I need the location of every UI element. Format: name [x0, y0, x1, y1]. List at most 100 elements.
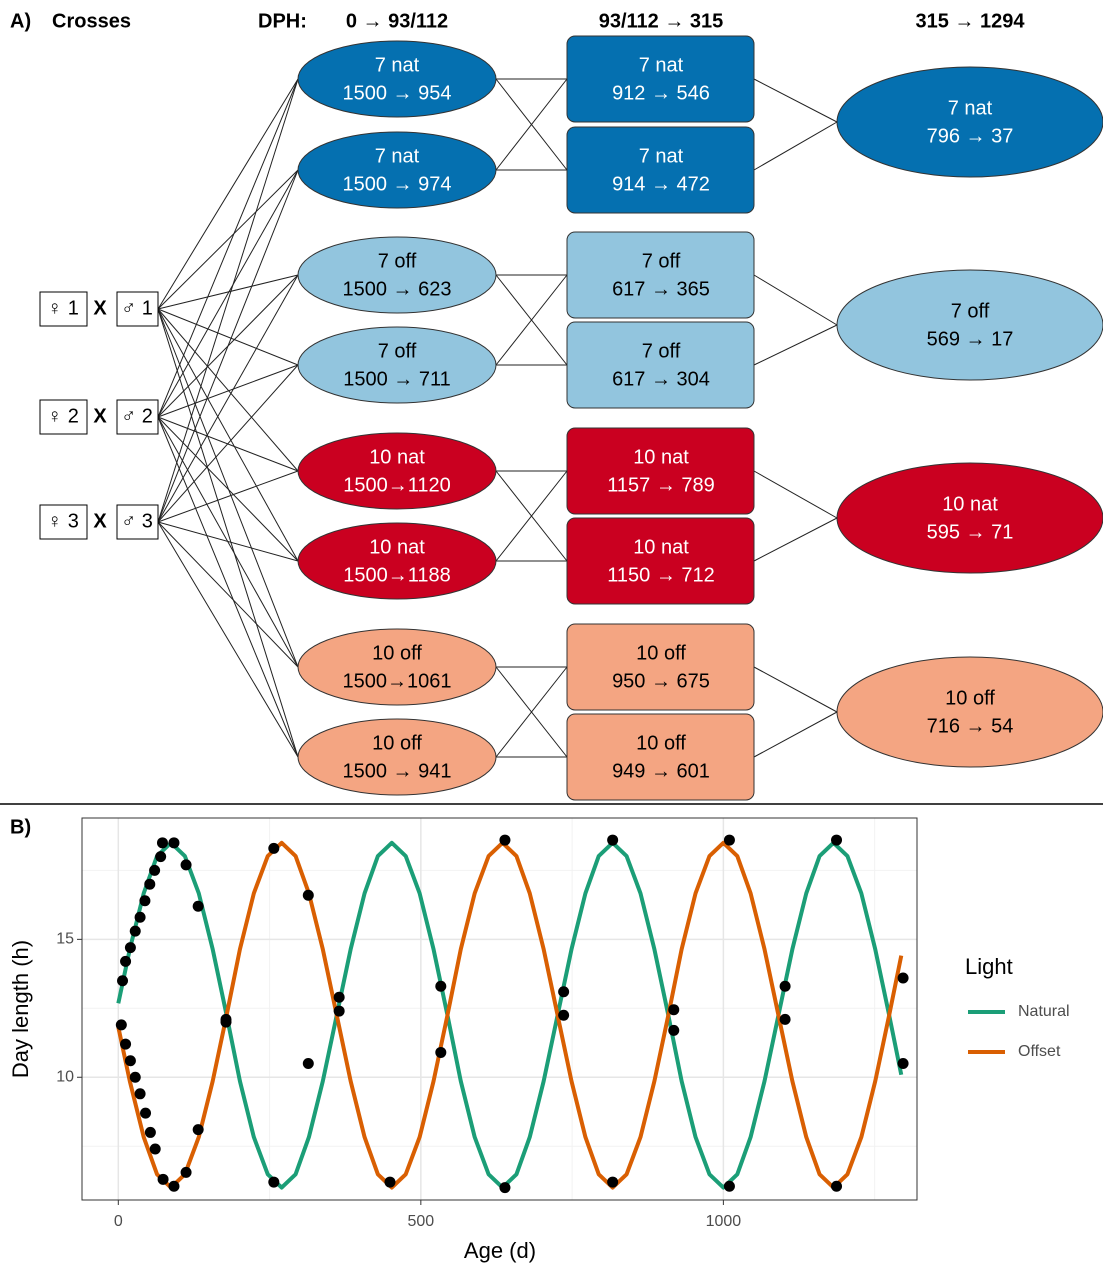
legend-label: Natural — [1018, 1003, 1070, 1020]
data-point — [180, 859, 192, 871]
cross-box — [116, 399, 159, 435]
data-point — [120, 955, 132, 967]
stage1-node — [297, 40, 497, 118]
data-point — [384, 1176, 396, 1188]
edge — [495, 470, 568, 562]
edge — [157, 78, 299, 418]
stage2-node — [566, 713, 755, 801]
edge — [753, 78, 838, 123]
data-point — [607, 1176, 619, 1188]
data-point — [155, 851, 167, 863]
data-point — [120, 1038, 132, 1050]
edge — [753, 470, 838, 519]
edge — [753, 517, 838, 562]
data-point — [723, 834, 735, 846]
female-label: ♀ 2 — [47, 405, 79, 427]
node-counts: 1157 → 789 — [607, 474, 715, 496]
data-point — [897, 972, 909, 984]
edge — [753, 121, 838, 171]
stage2-node — [566, 427, 755, 515]
node-label: 10 off — [945, 687, 995, 709]
node-label: 7 off — [378, 340, 417, 362]
node-label: 7 nat — [375, 145, 420, 167]
node-label: 10 nat — [633, 446, 689, 468]
data-point — [156, 837, 168, 849]
node-counts: 595 → 71 — [927, 521, 1014, 543]
stage1-node — [297, 718, 497, 796]
data-point — [831, 834, 843, 846]
data-point — [333, 1005, 345, 1017]
node-label: 7 nat — [639, 145, 684, 167]
data-point — [129, 925, 141, 937]
data-point — [435, 980, 447, 992]
edge — [157, 169, 299, 418]
data-point — [831, 1180, 843, 1192]
node-counts: 1500→1188 — [343, 564, 451, 586]
node-counts: 617 → 304 — [612, 368, 710, 390]
male-label: ♂ 3 — [121, 510, 153, 532]
data-point — [140, 1107, 152, 1119]
data-point — [668, 1024, 680, 1036]
crosses-header: Crosses — [52, 10, 131, 32]
plot-background — [82, 818, 917, 1200]
data-point — [144, 1126, 156, 1138]
cross-box — [39, 291, 88, 327]
cross-box — [39, 399, 88, 435]
stage3-node — [836, 656, 1103, 768]
plot-border — [81, 817, 918, 1201]
stage1-node — [297, 628, 497, 706]
x-tick-label: 1000 — [706, 1213, 742, 1230]
data-point — [333, 991, 345, 1003]
data-point — [157, 1173, 169, 1185]
data-point — [558, 986, 570, 998]
stage1-node — [297, 432, 497, 510]
cross-box — [39, 504, 88, 540]
stage1-node — [297, 236, 497, 314]
data-point — [499, 834, 511, 846]
node-counts: 1500→1120 — [343, 474, 451, 496]
data-point — [779, 1013, 791, 1025]
data-point — [124, 1055, 136, 1067]
data-point — [268, 1176, 280, 1188]
cross-symbol: X — [93, 405, 107, 427]
panel-label: B) — [10, 816, 31, 838]
stage2-node — [566, 623, 755, 711]
male-label: ♂ 2 — [121, 405, 153, 427]
data-point — [268, 842, 280, 854]
edge — [753, 274, 838, 326]
stage2-node — [566, 321, 755, 409]
data-point — [149, 1143, 161, 1155]
data-point — [134, 911, 146, 923]
edge — [753, 666, 838, 713]
stage1-node — [297, 326, 497, 404]
cross-box — [116, 291, 159, 327]
node-label: 7 off — [951, 300, 990, 322]
edge — [157, 78, 299, 310]
edge — [157, 274, 299, 310]
stage2-node — [566, 126, 755, 214]
data-point — [168, 837, 180, 849]
edge — [157, 169, 299, 310]
node-counts: 1150 → 712 — [607, 564, 715, 586]
cross-box — [116, 504, 159, 540]
male-label: ♂ 1 — [121, 297, 153, 319]
edge — [157, 416, 299, 668]
node-label: 10 off — [636, 642, 686, 664]
edge — [157, 308, 299, 472]
edge — [157, 78, 299, 523]
stage3-node — [836, 462, 1103, 574]
data-point — [723, 1180, 735, 1192]
cross-symbol: X — [93, 297, 107, 319]
data-point — [144, 878, 156, 890]
node-counts: 950 → 675 — [612, 670, 710, 692]
data-point — [302, 1057, 314, 1069]
node-label: 7 nat — [639, 54, 684, 76]
node-counts: 914 → 472 — [612, 173, 710, 195]
node-counts: 1500→1061 — [343, 670, 452, 692]
edge — [157, 274, 299, 418]
node-label: 10 off — [372, 642, 422, 664]
data-point — [139, 895, 151, 907]
edge — [157, 308, 299, 758]
data-point — [149, 864, 161, 876]
